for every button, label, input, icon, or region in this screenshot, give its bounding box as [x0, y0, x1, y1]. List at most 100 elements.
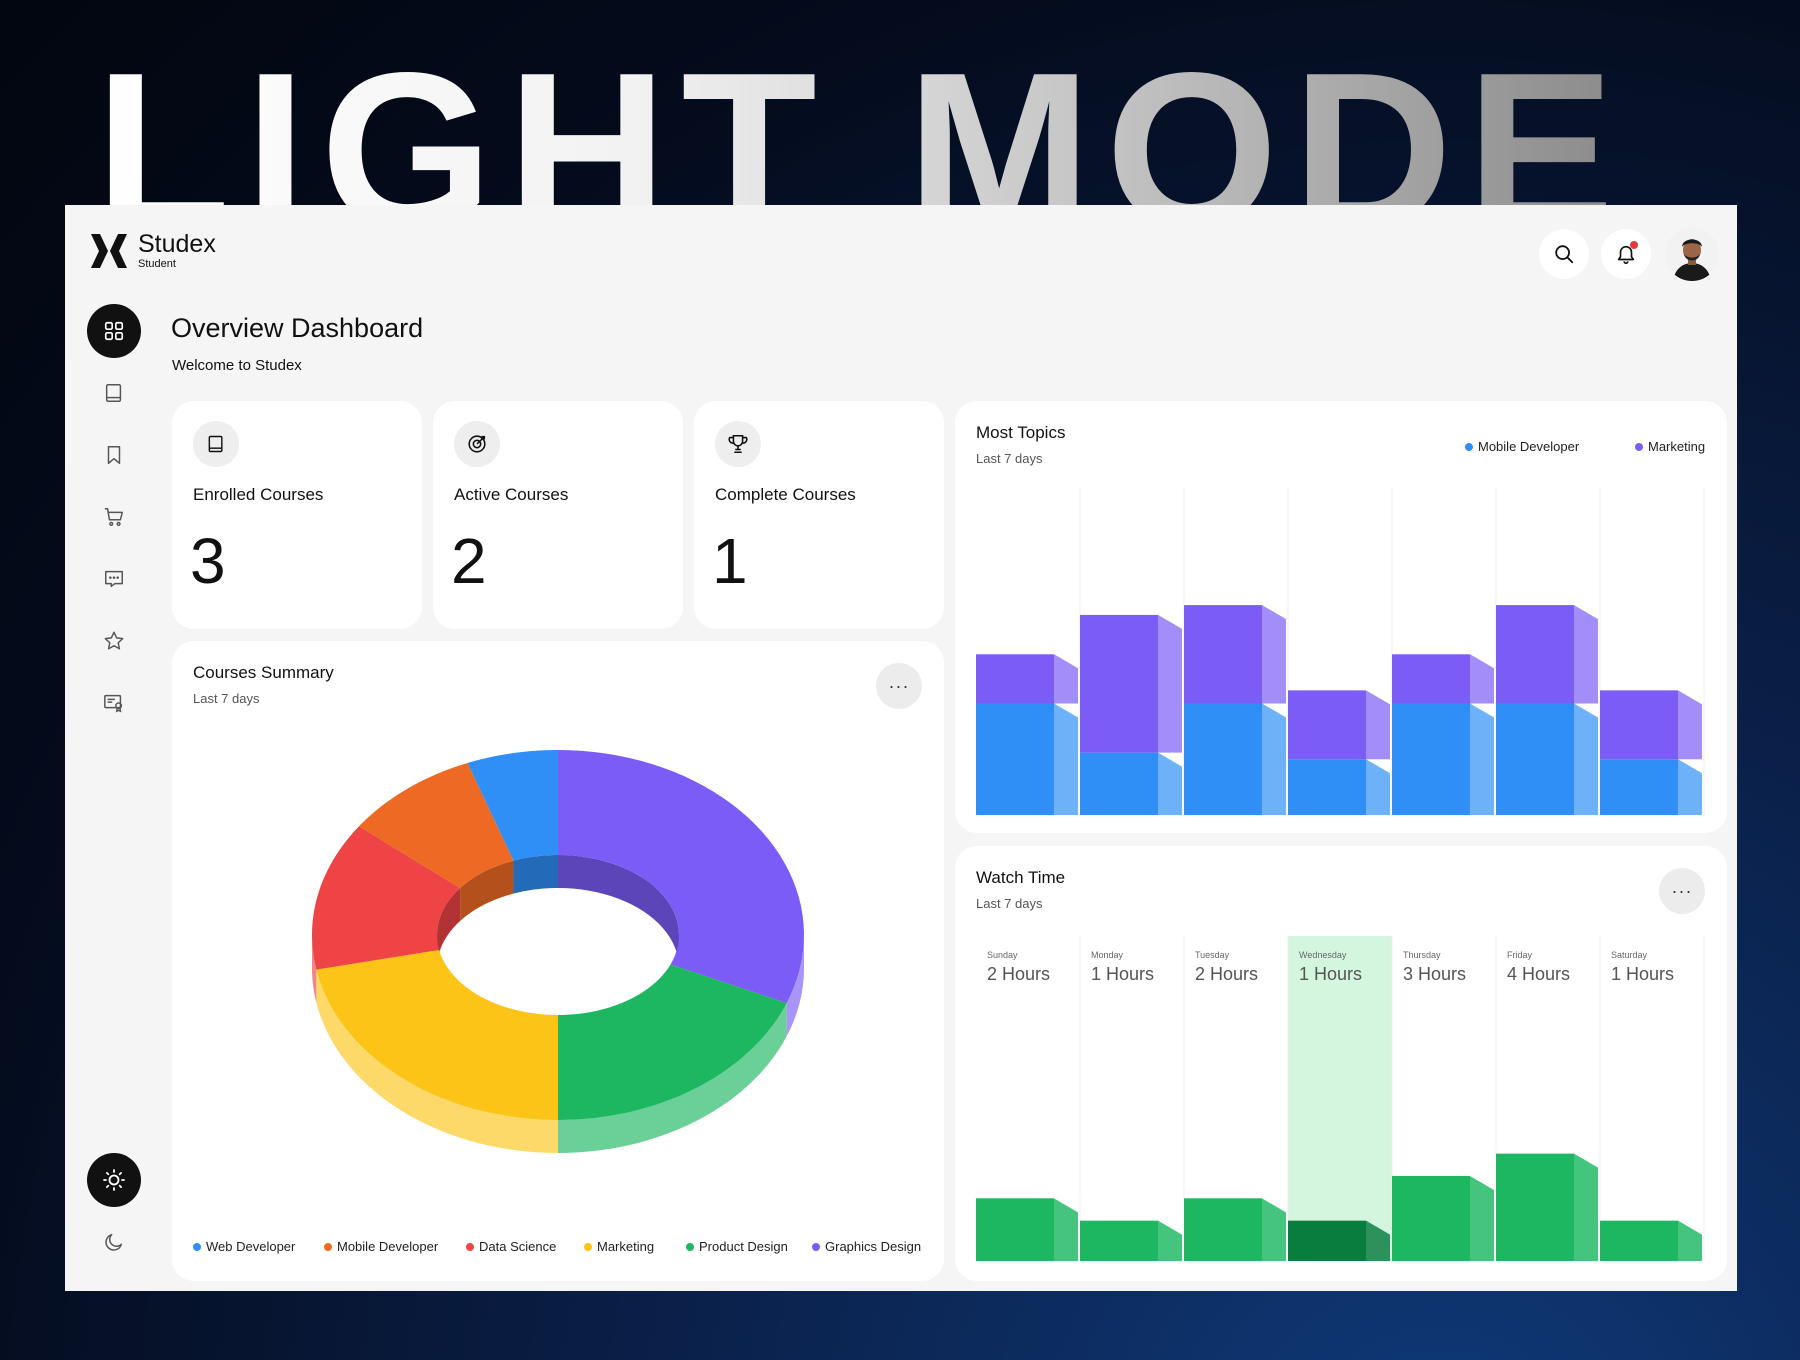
sun-icon: [103, 1169, 125, 1191]
legend-label: Graphics Design: [825, 1239, 922, 1254]
donut-wall: [312, 935, 317, 1003]
stat-icon-wrap: [454, 421, 500, 467]
day-value: 2 Hours: [987, 964, 1051, 984]
notifications-button[interactable]: [1601, 229, 1651, 279]
more-options-button[interactable]: ···: [876, 663, 922, 709]
stat-value: 3: [190, 525, 226, 597]
donut-wall: [558, 1003, 787, 1153]
donut-inner-wall: [558, 855, 679, 968]
topics-bar: [976, 654, 1054, 704]
sidebar-item-messages[interactable]: [87, 552, 141, 606]
watch-bar-side: [1054, 1198, 1078, 1261]
most-topics-card: Most Topics Last 7 days Mobile Developer…: [955, 401, 1727, 833]
donut-inner-wall: [513, 855, 558, 894]
topics-bar-side: [1158, 614, 1182, 753]
card-title: Watch Time: [976, 868, 1066, 887]
donut-slice: [558, 964, 787, 1120]
brand-name: Studex: [138, 230, 216, 258]
studex-logo-icon: [91, 234, 127, 268]
donut-slice: [558, 750, 804, 1004]
chat-icon: [105, 570, 123, 588]
legend-dot: [584, 1242, 592, 1251]
donut-slice: [467, 750, 558, 861]
certificate-icon: [104, 694, 123, 713]
legend-dot: [1465, 442, 1473, 451]
topics-bar-side: [1054, 654, 1078, 704]
watch-bar: [1392, 1175, 1470, 1261]
theme-light-button[interactable]: [87, 1153, 141, 1207]
legend-item: Marketing: [1635, 439, 1705, 454]
topics-bar-side: [1262, 703, 1286, 815]
day-value: 2 Hours: [1195, 964, 1259, 984]
moon-icon: [105, 1233, 123, 1251]
topics-bar-side: [1262, 605, 1286, 704]
topics-bar: [1496, 703, 1574, 815]
day-label: Friday: [1507, 950, 1533, 960]
watch-bar: [1288, 1220, 1366, 1261]
stat-value: 1: [712, 525, 748, 597]
topics-bar: [1288, 759, 1366, 815]
bell-icon: [1617, 245, 1635, 264]
brand[interactable]: Studex Student: [89, 231, 216, 271]
stat-icon-wrap: [193, 421, 239, 467]
legend-item: Marketing: [584, 1239, 654, 1254]
donut-slice: [316, 949, 558, 1120]
legend-label: Product Design: [699, 1239, 788, 1254]
stat-icon-wrap: [715, 421, 761, 467]
day-label: Sunday: [987, 950, 1018, 960]
legend-dot: [1635, 442, 1643, 451]
stat-card-enrolled[interactable]: Enrolled Courses 3: [172, 401, 422, 629]
topics-bar-side: [1158, 752, 1182, 815]
stat-card-complete[interactable]: Complete Courses 1: [694, 401, 944, 629]
day-label: Tuesday: [1195, 950, 1230, 960]
watch-bar: [1184, 1198, 1262, 1261]
sidebar-item-certificates[interactable]: [87, 676, 141, 730]
legend-label: Mobile Developer: [1478, 439, 1580, 454]
watch-bar-side: [1470, 1175, 1494, 1261]
target-icon: [468, 435, 486, 453]
watch-bar-side: [1678, 1220, 1702, 1261]
page-title: Overview Dashboard: [171, 313, 424, 343]
stat-label: Enrolled Courses: [193, 485, 324, 504]
avatar[interactable]: [1665, 227, 1719, 281]
day-label: Saturday: [1611, 950, 1648, 960]
sidebar-item-courses[interactable]: [87, 366, 141, 420]
legend-item: Graphics Design: [812, 1239, 921, 1254]
legend-item: Data Science: [466, 1239, 556, 1254]
topics-bar: [1392, 703, 1470, 815]
sidebar-item-favorites[interactable]: [87, 614, 141, 668]
stat-card-active[interactable]: Active Courses 2: [433, 401, 683, 629]
sidebar-item-cart[interactable]: [87, 490, 141, 544]
legend-item: Web Developer: [193, 1239, 295, 1254]
topics-bar-side: [1470, 703, 1494, 815]
sidebar-item-dashboard[interactable]: [87, 304, 141, 358]
donut-inner-wall: [437, 887, 461, 968]
card-subtitle: Last 7 days: [976, 451, 1043, 466]
legend-item: Product Design: [686, 1239, 788, 1254]
sidebar-item-bookmarks[interactable]: [87, 428, 141, 482]
topics-bar: [1496, 605, 1574, 704]
watch-bar: [1496, 1153, 1574, 1261]
theme-dark-button[interactable]: [87, 1215, 141, 1269]
stat-label: Active Courses: [454, 485, 569, 504]
topics-bar-side: [1054, 703, 1078, 815]
watch-highlight-column: [1288, 936, 1392, 1261]
card-title: Courses Summary: [193, 663, 334, 682]
more-options-button[interactable]: ···: [1659, 868, 1705, 914]
topics-bar: [1184, 605, 1262, 704]
stat-label: Complete Courses: [715, 485, 856, 504]
donut-wall: [316, 969, 558, 1153]
topics-bar-side: [1574, 605, 1598, 704]
watch-bar-side: [1158, 1220, 1182, 1261]
card-subtitle: Last 7 days: [976, 896, 1043, 911]
trophy-icon: [728, 434, 748, 454]
topics-bar-side: [1366, 759, 1390, 815]
donut-slice: [312, 826, 461, 970]
search-button[interactable]: [1539, 229, 1589, 279]
topics-bar: [1600, 759, 1678, 815]
topics-bar: [976, 703, 1054, 815]
donut-wall: [786, 935, 804, 1037]
day-value: 1 Hours: [1091, 964, 1155, 984]
book-icon: [208, 435, 223, 453]
topics-bar-side: [1678, 759, 1702, 815]
